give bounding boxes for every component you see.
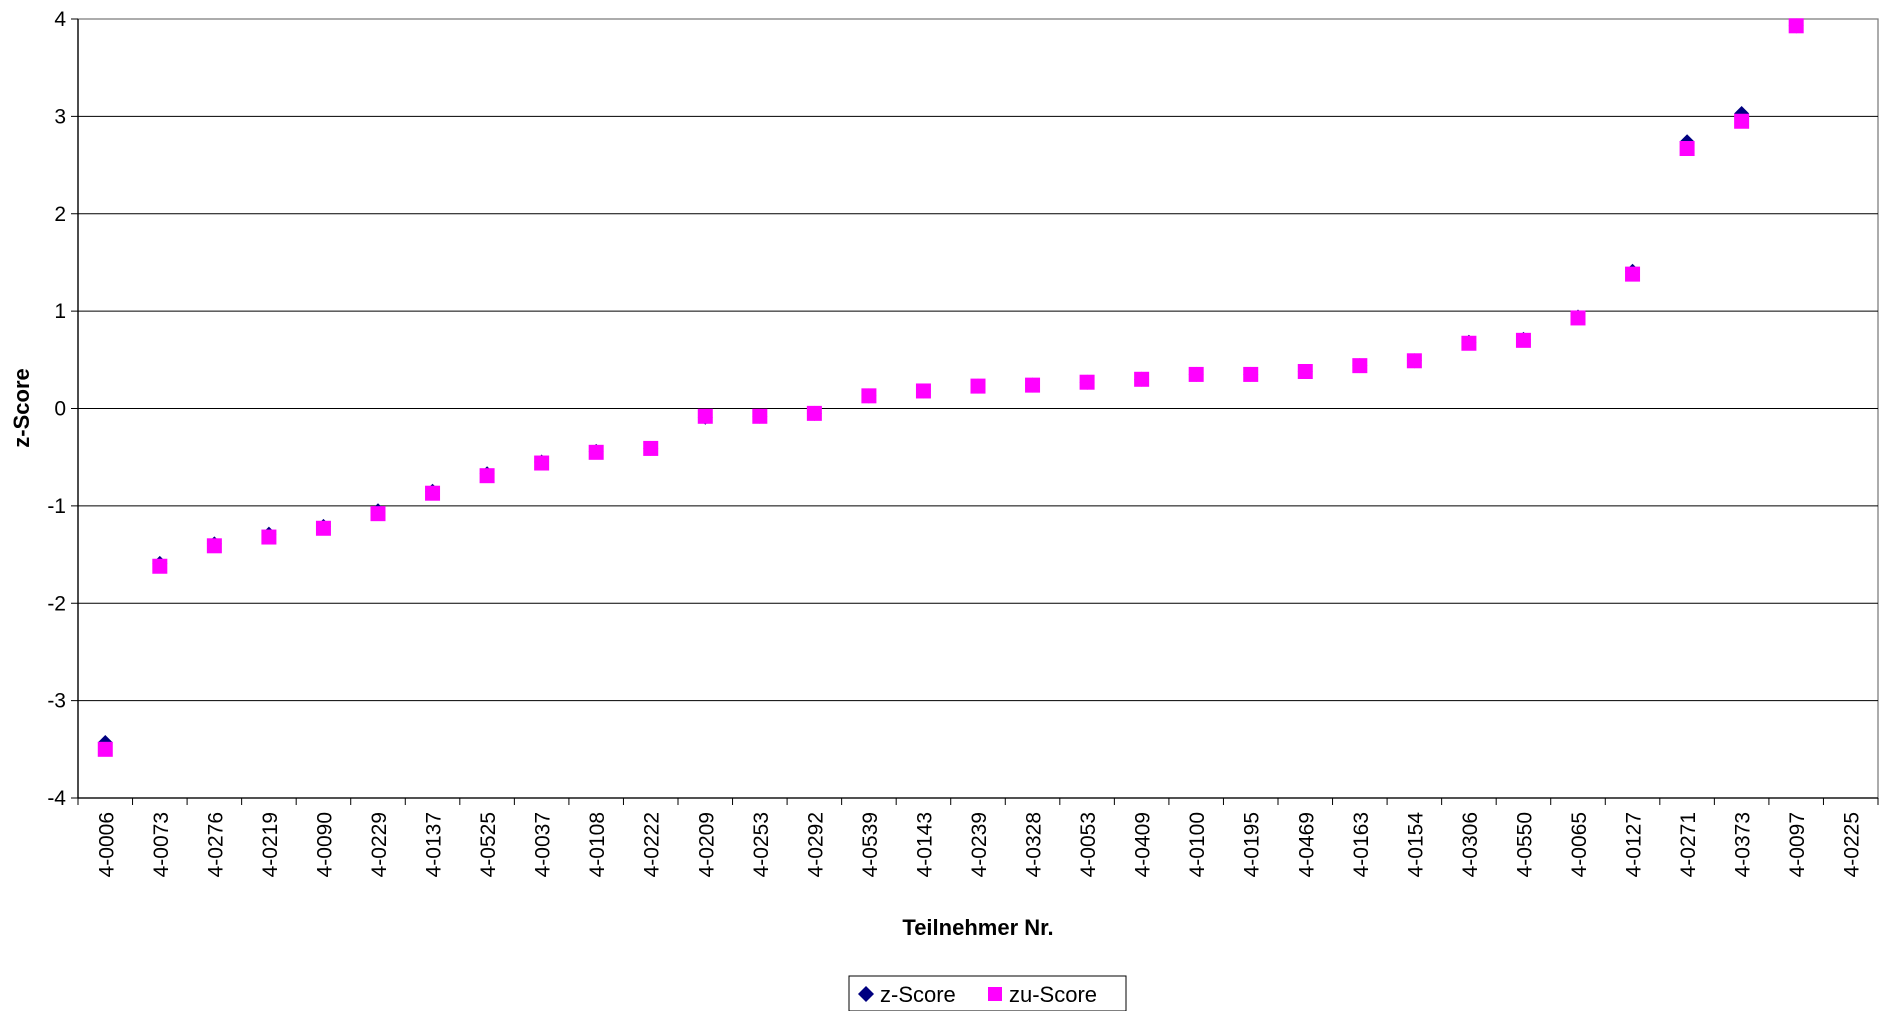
legend-label-zu-score: zu-Score <box>1009 982 1097 1007</box>
zu-score-point <box>1406 353 1422 369</box>
zu-score-point <box>1461 335 1477 351</box>
x-tick-label: 4-0065 <box>1568 812 1591 877</box>
x-tick-label: 4-0550 <box>1513 812 1536 877</box>
zu-score-point <box>1243 366 1259 382</box>
x-tick-label: 4-0137 <box>423 812 446 877</box>
legend-box <box>848 975 1127 1011</box>
x-tick-label: 4-0209 <box>695 812 718 877</box>
x-tick-label: 4-0539 <box>859 812 882 877</box>
zu-score-point <box>1188 366 1204 382</box>
zu-score-point <box>970 378 986 394</box>
x-tick-label: 4-0006 <box>95 812 118 877</box>
zu-score-point <box>1297 363 1313 379</box>
zu-score-point <box>588 444 604 460</box>
x-tick-label: 4-0229 <box>368 812 391 877</box>
zu-score-point <box>1734 113 1750 129</box>
zu-score-point <box>1025 377 1041 393</box>
x-tick-label: 4-0195 <box>1241 812 1264 877</box>
y-tick-label: -4 <box>47 787 66 810</box>
y-tick-labels: -4 -3 -2 -1 0 1 2 3 4 <box>47 8 66 810</box>
x-tick-label: 4-0154 <box>1404 812 1427 878</box>
x-tick-labels: 4-0006 4-0073 4-0276 4-0219 4-0090 4-0229 4-01… <box>95 812 1863 878</box>
x-tick-label: 4-0409 <box>1132 812 1155 877</box>
gridlines <box>78 115 1878 702</box>
zu-score-point <box>97 741 113 757</box>
x-tick-label: 4-0127 <box>1623 812 1646 877</box>
y-tick-label: 1 <box>54 300 66 323</box>
x-tick-label: 4-0271 <box>1677 812 1700 877</box>
zu-score-point <box>697 408 713 424</box>
zu-score-point <box>1079 374 1095 390</box>
legend-square-icon <box>988 987 1002 1001</box>
x-tick-label: 4-0306 <box>1459 812 1482 877</box>
zu-score-point <box>806 405 822 421</box>
legend-label-z-score: z-Score <box>880 982 956 1007</box>
legend: z-Score zu-Score <box>848 975 1127 1011</box>
zu-score-point <box>1134 371 1150 387</box>
x-tick-label: 4-0037 <box>532 812 555 877</box>
zu-score-point <box>206 538 222 554</box>
y-tick-label: 2 <box>54 203 66 226</box>
x-tick-label: 4-0219 <box>259 812 282 877</box>
zu-score-point <box>1625 266 1641 282</box>
x-tick-label: 4-0469 <box>1295 812 1318 877</box>
x-tick-label: 4-0225 <box>1841 812 1864 877</box>
zu-score-point <box>1570 310 1586 326</box>
x-tick-label: 4-0143 <box>913 812 936 877</box>
data-markers <box>97 18 1804 757</box>
axes <box>71 18 1879 805</box>
y-tick-label: -1 <box>47 495 66 518</box>
x-tick-label: 4-0222 <box>641 812 664 877</box>
x-tick-label: 4-0292 <box>804 812 827 877</box>
zu-score-point <box>425 485 441 501</box>
zu-score-point <box>1352 358 1368 374</box>
zu-score-point <box>479 468 495 484</box>
zu-score-point <box>752 408 768 424</box>
zu-score-point <box>370 506 386 522</box>
zu-score-point <box>643 440 659 456</box>
y-tick-label: 4 <box>54 8 66 31</box>
y-tick-label: 0 <box>54 398 66 421</box>
zu-score-point <box>534 455 550 471</box>
legend-diamond-icon <box>858 986 874 1002</box>
x-tick-label: 4-0073 <box>150 812 173 877</box>
x-tick-label: 4-0253 <box>750 812 773 877</box>
x-tick-label: 4-0373 <box>1732 812 1755 877</box>
x-tick-label: 4-0097 <box>1786 812 1809 877</box>
x-tick-label: 4-0053 <box>1077 812 1100 877</box>
zu-score-point <box>152 558 168 574</box>
y-tick-label: -2 <box>47 592 66 615</box>
x-tick-label: 4-0328 <box>1023 812 1046 877</box>
zu-score-point <box>1788 18 1804 34</box>
zu-score-point <box>315 520 331 536</box>
zu-score-point <box>1679 141 1695 157</box>
x-axis-title: Teilnehmer Nr. <box>902 915 1053 940</box>
zu-score-point <box>861 388 877 404</box>
x-tick-label: 4-0100 <box>1186 812 1209 877</box>
x-tick-label: 4-0525 <box>477 812 500 877</box>
y-tick-label: -3 <box>47 690 66 713</box>
x-tick-label: 4-0163 <box>1350 812 1373 877</box>
x-tick-label: 4-0108 <box>586 812 609 877</box>
x-tick-label: 4-0276 <box>204 812 227 877</box>
x-tick-label: 4-0239 <box>968 812 991 877</box>
zu-score-point <box>261 529 277 545</box>
zu-score-point <box>1515 332 1531 348</box>
y-axis-title: z-Score <box>9 368 34 447</box>
zu-score-point <box>915 383 931 399</box>
y-tick-label: 3 <box>54 105 66 128</box>
x-tick-label: 4-0090 <box>313 812 336 877</box>
